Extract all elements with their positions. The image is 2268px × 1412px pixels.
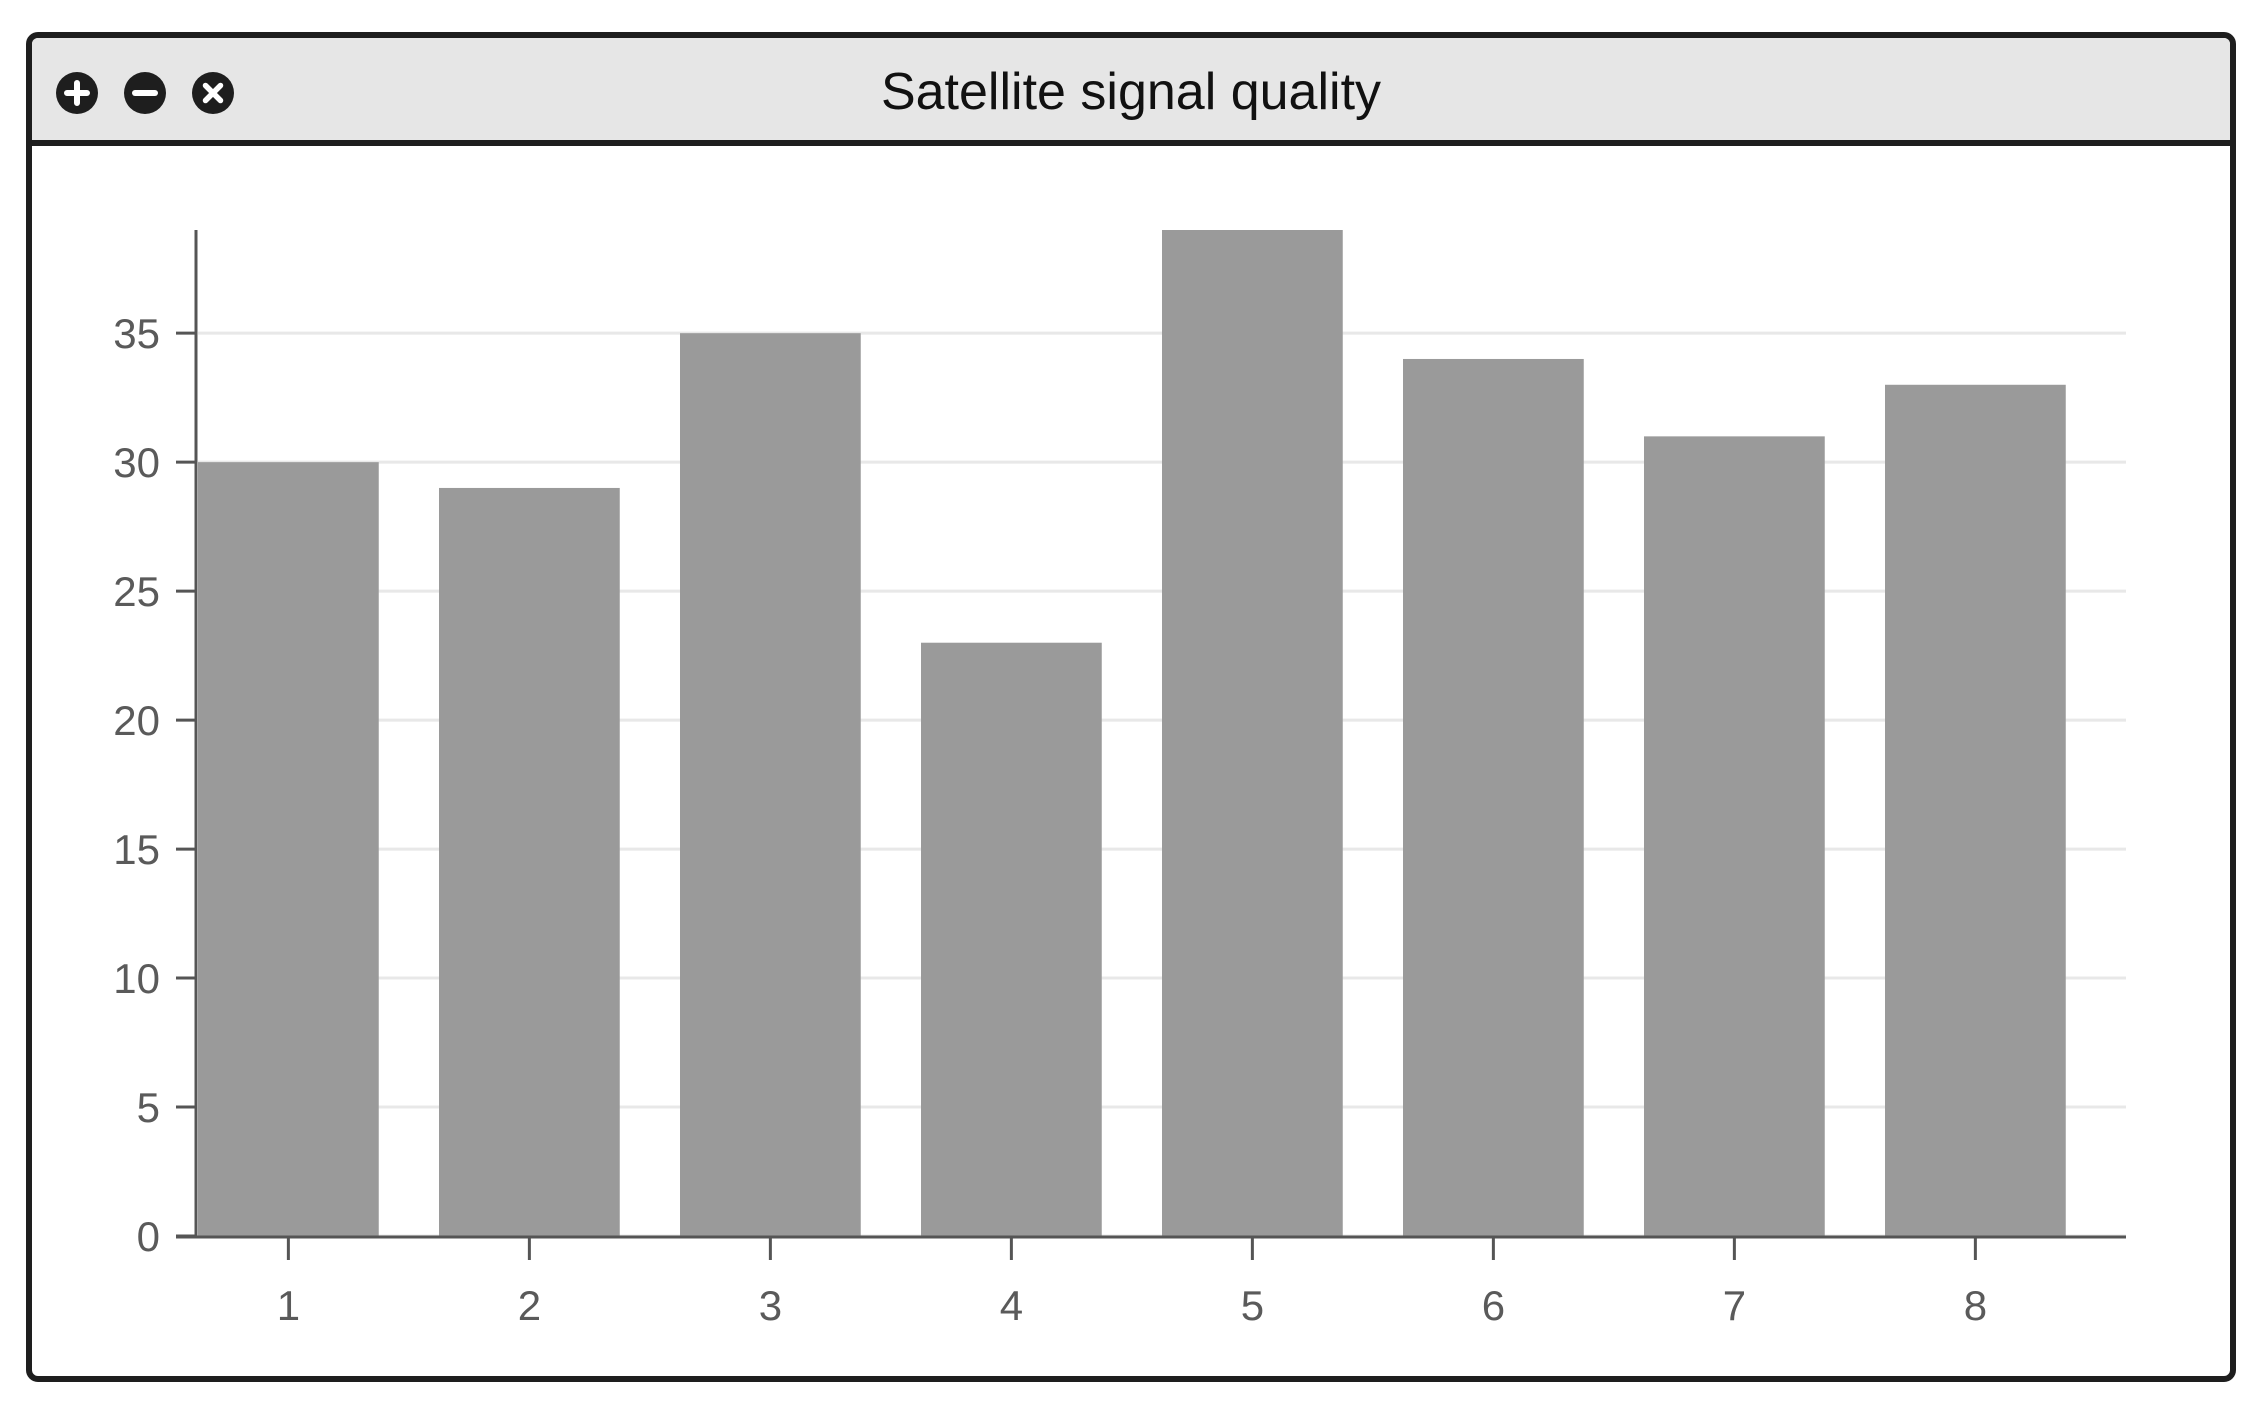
window-title: Satellite signal quality xyxy=(880,63,1382,121)
y-tick-label-20: 20 xyxy=(113,697,160,744)
x-tick-label-8: 8 xyxy=(1964,1282,1987,1329)
x-tick-label-1: 1 xyxy=(277,1282,300,1329)
x-tick-label-7: 7 xyxy=(1723,1282,1746,1329)
bar-8[interactable] xyxy=(1885,384,2066,1236)
x-axis-ticks: 1 2 3 4 5 6 7 8 xyxy=(277,1237,1987,1329)
bar-chart: 0 5 10 15 20 25 30 35 1 2 3 4 5 6 7 8 xyxy=(113,230,2126,1329)
bar-series xyxy=(198,230,2066,1237)
close-icon[interactable] xyxy=(192,72,234,114)
bar-2[interactable] xyxy=(439,487,620,1236)
y-tick-label-35: 35 xyxy=(113,310,160,357)
x-tick-label-2: 2 xyxy=(518,1282,541,1329)
bar-6[interactable] xyxy=(1403,358,1584,1236)
y-tick-label-0: 0 xyxy=(137,1213,160,1260)
y-tick-label-15: 15 xyxy=(113,826,160,873)
chart-window: Satellite signal quality 0 5 10 15 20 25 30 35 … xyxy=(26,32,2236,1382)
bar-3[interactable] xyxy=(680,333,861,1237)
zoom-in-icon[interactable] xyxy=(56,72,98,114)
x-tick-label-4: 4 xyxy=(1000,1282,1023,1329)
y-tick-label-25: 25 xyxy=(113,568,160,615)
bar-7[interactable] xyxy=(1644,436,1825,1236)
axes xyxy=(176,230,2126,1239)
bar-5[interactable] xyxy=(1162,230,1343,1236)
y-axis-ticks: 0 5 10 15 20 25 30 35 xyxy=(113,310,196,1260)
bar-4[interactable] xyxy=(921,642,1102,1236)
title-bar: Satellite signal quality xyxy=(32,38,2230,146)
bar-1[interactable] xyxy=(198,462,379,1237)
y-tick-label-10: 10 xyxy=(113,955,160,1002)
x-tick-label-3: 3 xyxy=(759,1282,782,1329)
x-tick-label-6: 6 xyxy=(1482,1282,1505,1329)
x-tick-label-5: 5 xyxy=(1241,1282,1264,1329)
zoom-out-icon[interactable] xyxy=(124,72,166,114)
y-tick-label-5: 5 xyxy=(137,1084,160,1131)
y-tick-label-30: 30 xyxy=(113,439,160,486)
